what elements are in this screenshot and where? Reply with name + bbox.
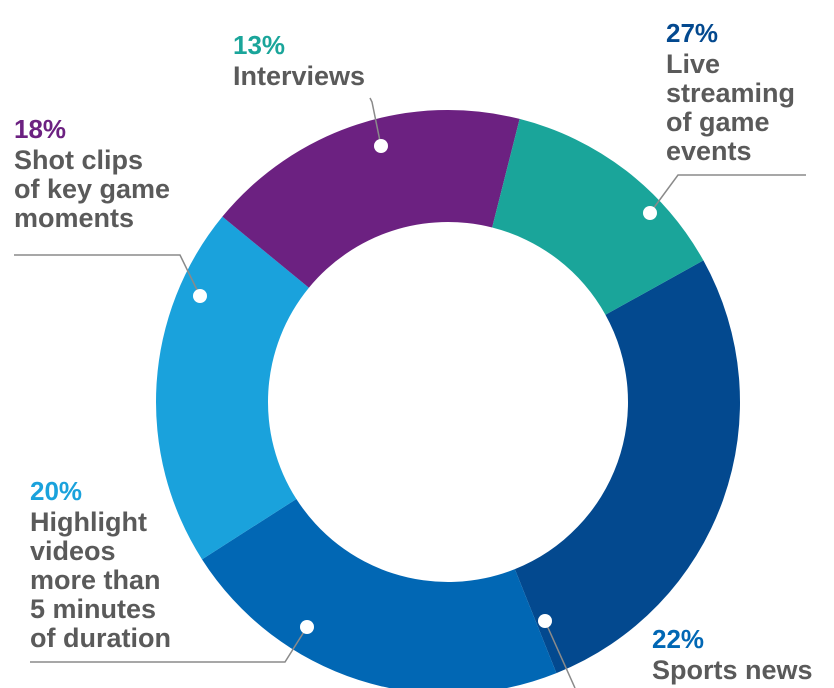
- slice-interviews: [492, 118, 704, 315]
- text-shot-clips: Shot clips of key game moments: [14, 145, 171, 233]
- pct-sports-news: 22%: [652, 624, 705, 654]
- label-live-streaming: 27% Live streaming of game events: [666, 20, 795, 166]
- pct-interviews: 13%: [233, 30, 286, 60]
- leader-line-sports-news: [544, 620, 576, 688]
- marker-dot-interviews: [374, 139, 388, 153]
- text-live-streaming: Live streaming of game events: [666, 49, 796, 166]
- text-sports-news: Sports news: [652, 655, 813, 685]
- marker-dot-sports-news: [538, 614, 552, 628]
- label-interviews: 13% Interviews: [233, 32, 365, 91]
- slice-shot-clips: [222, 110, 520, 288]
- marker-dot-shot-clips: [193, 289, 207, 303]
- label-shot-clips: 18% Shot clips of key game moments: [14, 116, 170, 233]
- leader-line-highlight-videos: [30, 626, 308, 663]
- text-highlight-videos: Highlight videos more than 5 minutes of …: [30, 507, 171, 653]
- pct-shot-clips: 18%: [14, 114, 67, 144]
- text-interviews: Interviews: [233, 61, 366, 91]
- label-sports-news: 22% Sports news: [652, 626, 813, 685]
- pct-highlight-videos: 20%: [30, 476, 83, 506]
- pct-live-streaming: 27%: [666, 18, 719, 48]
- label-highlight-videos: 20% Highlight videos more than 5 minutes…: [30, 478, 171, 653]
- leader-line-interviews: [369, 97, 382, 147]
- marker-dot-highlight-videos: [300, 620, 314, 634]
- marker-dot-live-streaming: [643, 206, 657, 220]
- slice-highlight-videos: [156, 216, 309, 560]
- leader-line-shot-clips: [14, 254, 201, 297]
- slice-live-streaming: [514, 260, 741, 674]
- slice-sports-news: [202, 498, 557, 688]
- leader-line-live-streaming: [649, 174, 806, 214]
